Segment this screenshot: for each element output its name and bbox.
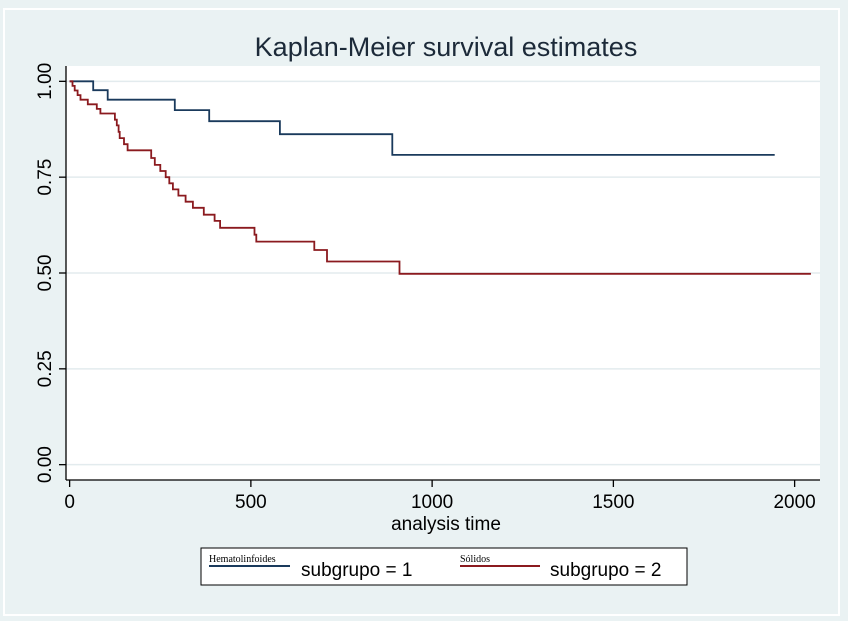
legend-annotation-2: Sólidos	[460, 554, 490, 565]
legend-label-1: subgrupo = 1	[301, 560, 412, 581]
y-tick-label-3: 0.75	[35, 159, 56, 196]
chart-title: Kaplan-Meier survival estimates	[255, 32, 638, 62]
legend: Hematolinfoides subgrupo = 1 Sólidos sub…	[200, 547, 688, 586]
series-layer	[69, 80, 811, 275]
x-tick-label-4: 2000	[773, 492, 815, 513]
legend-label-2: subgrupo = 2	[550, 560, 661, 581]
legend-annotation-1: Hematolinfoides	[209, 554, 276, 565]
survival-curve-subgrupo-2	[69, 80, 811, 275]
x-tick-label-1: 500	[235, 492, 267, 513]
y-axis-ticks: 0.00 0.25 0.50 0.75 1.00	[35, 63, 66, 483]
x-axis-label: analysis time	[391, 514, 501, 535]
survival-curve-subgrupo-1	[69, 80, 775, 156]
x-tick-label-2: 1000	[411, 492, 453, 513]
y-tick-label-2: 0.50	[35, 255, 56, 292]
y-tick-label-4: 1.00	[35, 63, 56, 100]
x-tick-label-3: 1500	[592, 492, 634, 513]
x-axis-ticks: 0 500 1000 1500 2000	[64, 480, 816, 513]
y-tick-label-1: 0.25	[35, 350, 56, 387]
y-tick-label-0: 0.00	[35, 446, 56, 483]
x-tick-label-0: 0	[64, 492, 75, 513]
